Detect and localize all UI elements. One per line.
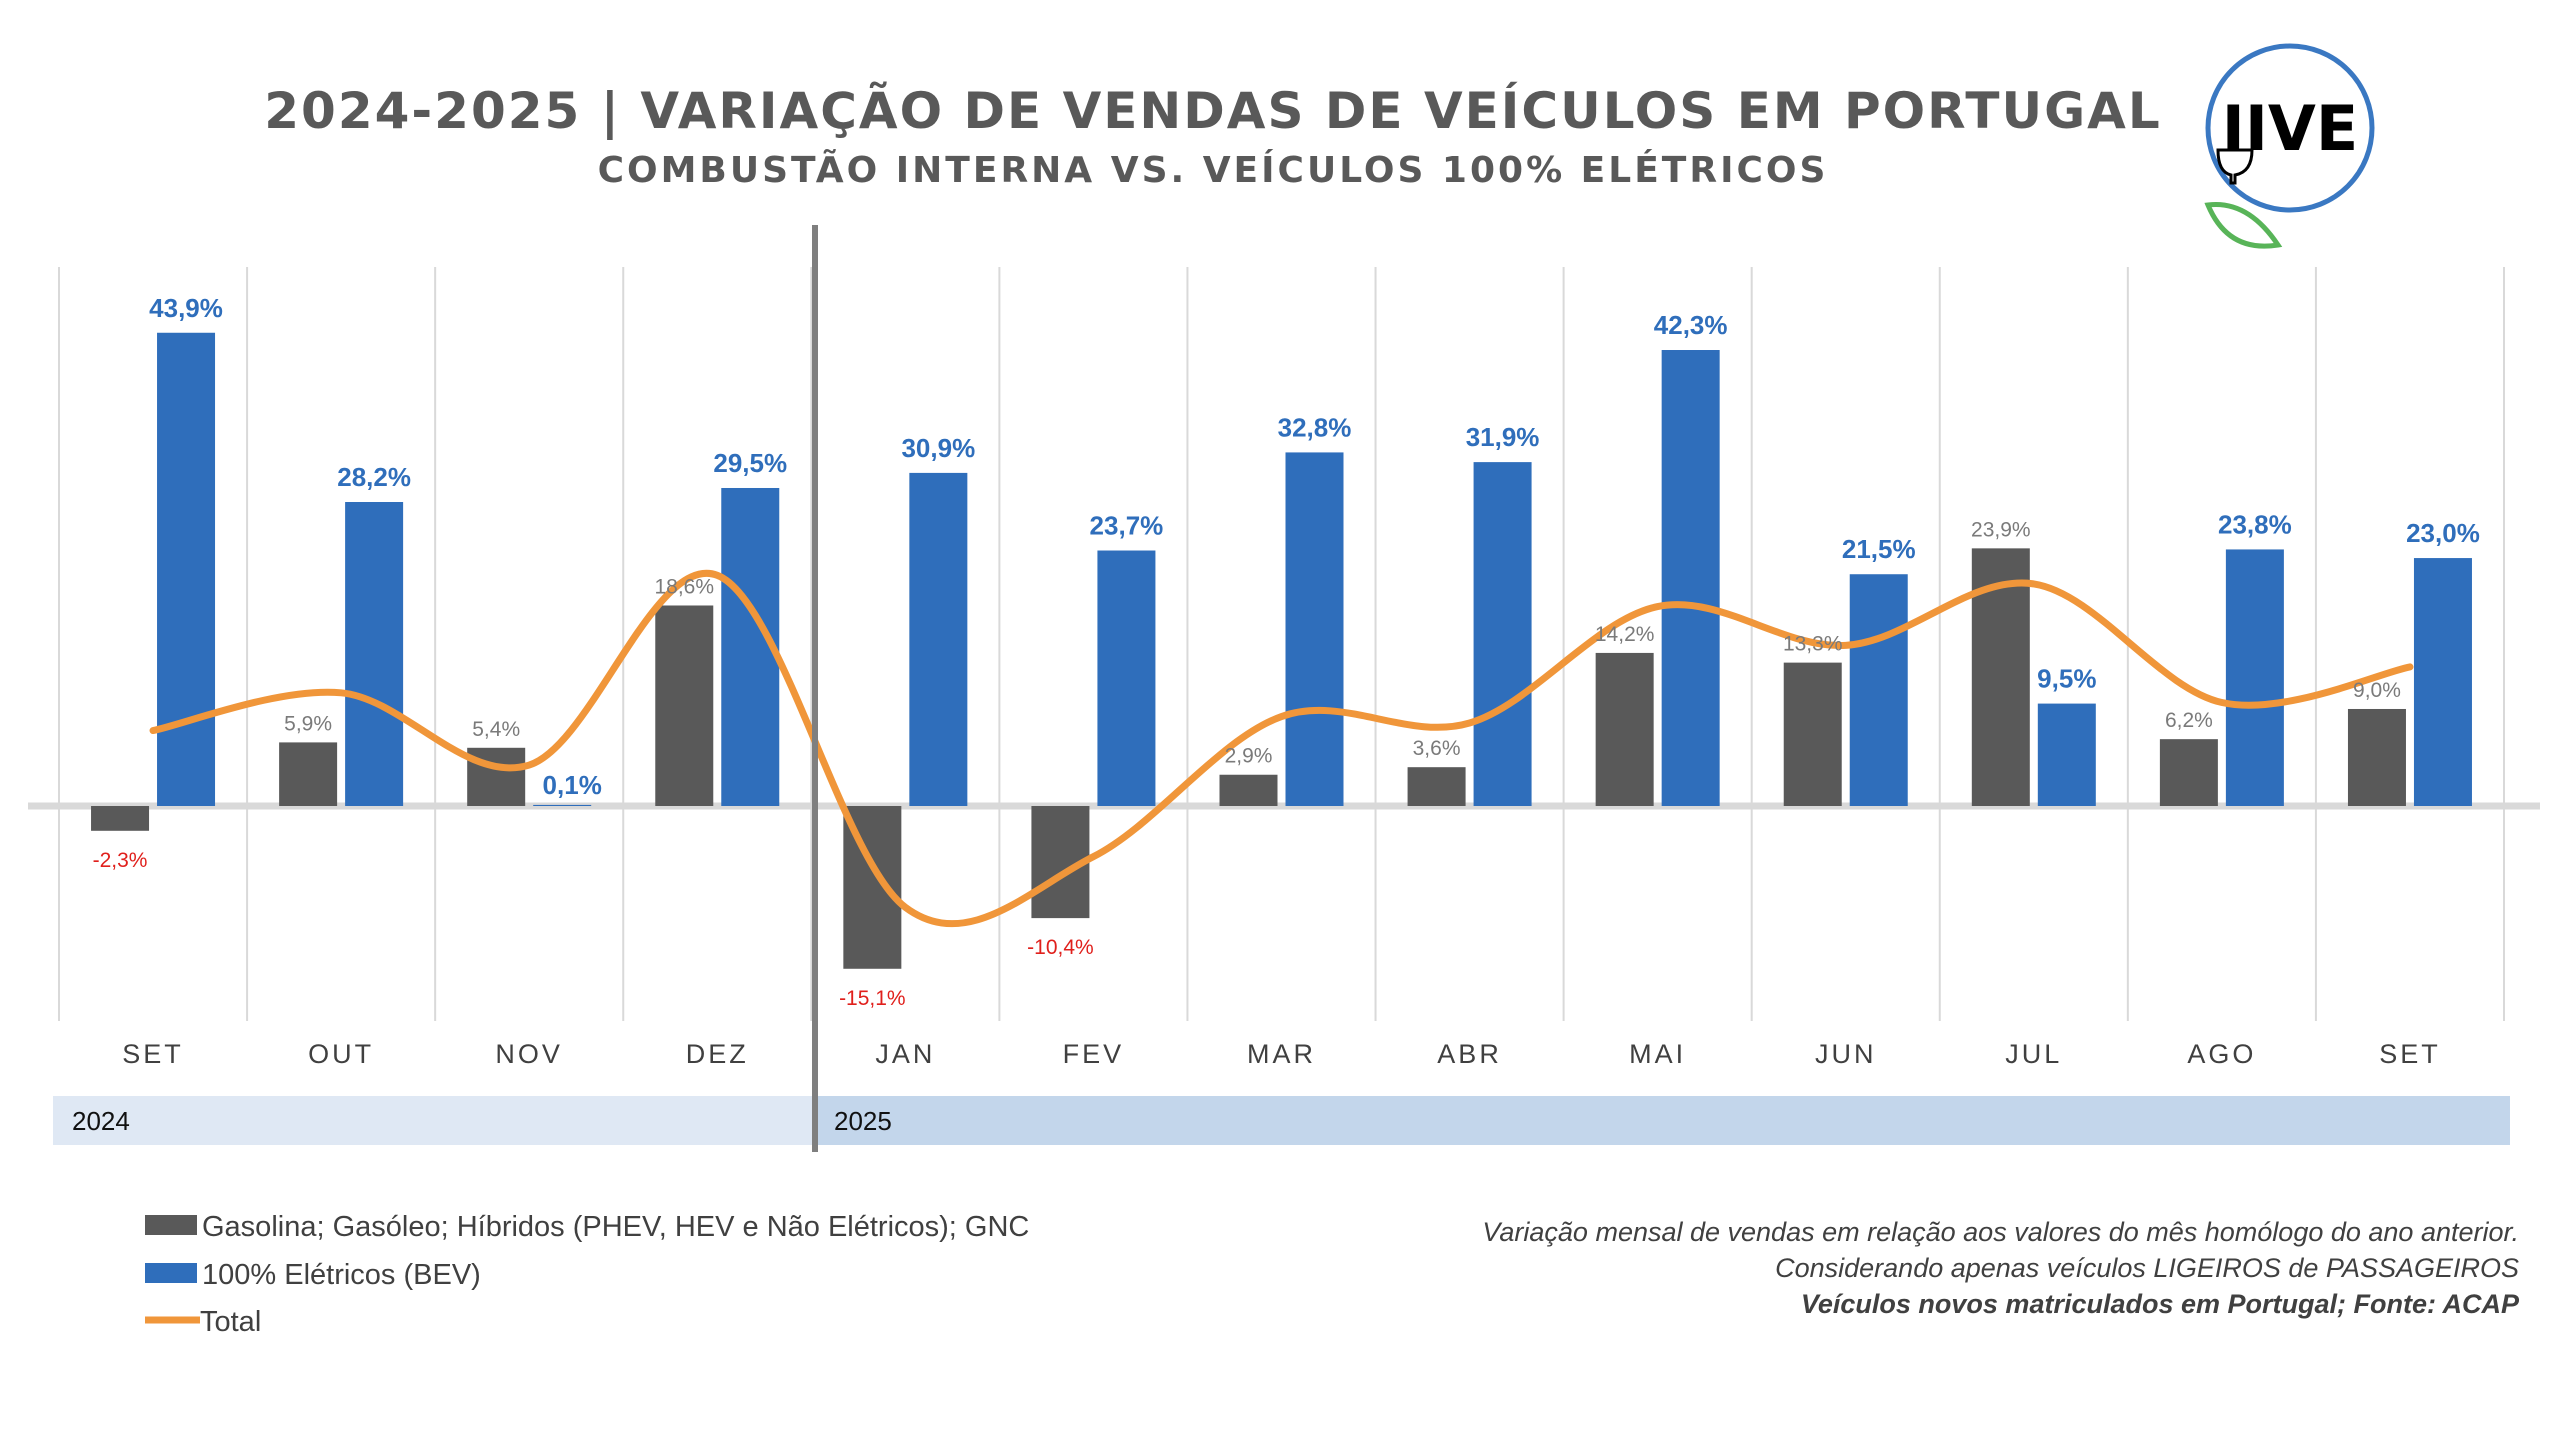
notes: Variação mensal de vendas em relação aos… <box>1482 1217 2520 1319</box>
data-label-ice: 13,3% <box>1783 633 1843 656</box>
data-label-ice: 5,4% <box>472 718 520 741</box>
data-label-bev: 29,5% <box>713 448 787 478</box>
month-label: AGO <box>2187 1039 2256 1069</box>
year-band-2025 <box>815 1096 2510 1145</box>
bar-bev <box>909 472 968 806</box>
data-label-ice: 9,0% <box>2353 679 2401 702</box>
month-label: JAN <box>875 1039 935 1069</box>
data-label-ice: -2,3% <box>93 849 148 872</box>
logo-circle <box>2205 43 2375 213</box>
bar-bev <box>345 502 404 806</box>
bar-ice <box>279 742 338 806</box>
logo: IIVE <box>2204 43 2375 249</box>
legend-label-bev: 100% Elétricos (BEV) <box>202 1259 481 1291</box>
year-label-2024: 2024 <box>72 1106 130 1136</box>
bar-bev <box>1661 350 1720 806</box>
month-label: JUL <box>2005 1039 2062 1069</box>
plug-icon <box>2216 148 2254 185</box>
bar-ice <box>91 806 150 831</box>
grid-lines <box>58 267 2505 1021</box>
month-label: SET <box>122 1039 184 1069</box>
bar-bev <box>1849 574 1908 806</box>
bar-bev <box>2225 549 2284 806</box>
leaf-icon <box>2204 202 2283 249</box>
data-label-bev: 31,9% <box>1466 422 1540 452</box>
month-label: FEV <box>1063 1039 1125 1069</box>
data-label-bev: 23,0% <box>2406 518 2480 548</box>
legend-label-ice: Gasolina; Gasóleo; Híbridos (PHEV, HEV e… <box>202 1211 1029 1243</box>
chart-title: 2024-2025 | VARIAÇÃO DE VENDAS DE VEÍCUL… <box>264 81 2161 140</box>
data-label-ice: 6,2% <box>2165 709 2213 732</box>
bar-bev <box>1473 462 1532 806</box>
bar-ice <box>2159 739 2218 806</box>
bar-bev <box>1097 550 1156 806</box>
bar-ice <box>2347 708 2406 806</box>
month-label: MAI <box>1629 1039 1686 1069</box>
bar-bev <box>2413 558 2472 806</box>
data-label-ice: 3,6% <box>1413 737 1461 760</box>
month-label: ABR <box>1437 1039 1502 1069</box>
bar-ice <box>1595 652 1654 806</box>
data-label-bev: 42,3% <box>1654 310 1728 340</box>
bar-bev <box>157 332 216 806</box>
note-2: Considerando apenas veículos LIGEIROS de… <box>1775 1253 2519 1283</box>
bar-ice <box>467 747 526 806</box>
data-label-bev: 32,8% <box>1278 412 1352 442</box>
bar-ice <box>1407 767 1466 806</box>
data-label-bev: 23,8% <box>2218 509 2292 539</box>
bar-bev <box>1285 452 1344 806</box>
data-labels: -2,3% 43,9% 5,9% 28,2% 5,4% 0,1% 18,6% 29,5% -15… <box>93 293 2480 1010</box>
data-label-ice: 5,9% <box>284 712 332 735</box>
data-label-ice: 18,6% <box>654 575 714 598</box>
note-3: Veículos novos matriculados em Portugal;… <box>1801 1289 2520 1319</box>
data-label-ice: -15,1% <box>839 987 906 1010</box>
data-label-bev: 0,1% <box>543 770 602 800</box>
month-label: OUT <box>308 1039 374 1069</box>
data-label-bev: 21,5% <box>1842 534 1916 564</box>
bar-bev <box>533 804 592 806</box>
data-label-bev: 28,2% <box>337 462 411 492</box>
year-label-2025: 2025 <box>834 1106 892 1136</box>
bar-bev <box>2037 703 2096 806</box>
month-label: NOV <box>495 1039 563 1069</box>
bars <box>91 332 2472 969</box>
bar-ice <box>1783 662 1842 806</box>
data-label-bev: 30,9% <box>901 433 975 463</box>
legend: Gasolina; Gasóleo; Híbridos (PHEV, HEV e… <box>145 1211 1029 1338</box>
data-label-ice: -10,4% <box>1027 936 1094 959</box>
data-label-ice: 2,9% <box>1225 745 1273 768</box>
month-label: MAR <box>1247 1039 1316 1069</box>
month-label: SET <box>2379 1039 2441 1069</box>
legend-label-total: Total <box>200 1306 261 1338</box>
month-labels: SET OUT NOV DEZ JAN FEV MAR ABR MAI JUN JUL AGO SET <box>122 1039 2441 1069</box>
data-label-bev: 43,9% <box>149 293 223 323</box>
year-band-2024 <box>53 1096 815 1145</box>
month-label: DEZ <box>686 1039 749 1069</box>
legend-swatch-ice <box>145 1215 197 1235</box>
bar-ice <box>655 605 714 806</box>
month-label: JUN <box>1815 1039 1877 1069</box>
bar-ice <box>1219 774 1278 806</box>
data-label-bev: 9,5% <box>2037 664 2096 694</box>
chart-subtitle: COMBUSTÃO INTERNA VS. VEÍCULOS 100% ELÉT… <box>598 149 1829 191</box>
line-total <box>149 569 2414 928</box>
data-label-bev: 23,7% <box>1090 511 1164 541</box>
legend-swatch-bev <box>145 1263 197 1283</box>
data-label-ice: 14,2% <box>1595 623 1655 646</box>
note-1: Variação mensal de vendas em relação aos… <box>1482 1217 2519 1247</box>
data-label-ice: 23,9% <box>1971 518 2031 541</box>
